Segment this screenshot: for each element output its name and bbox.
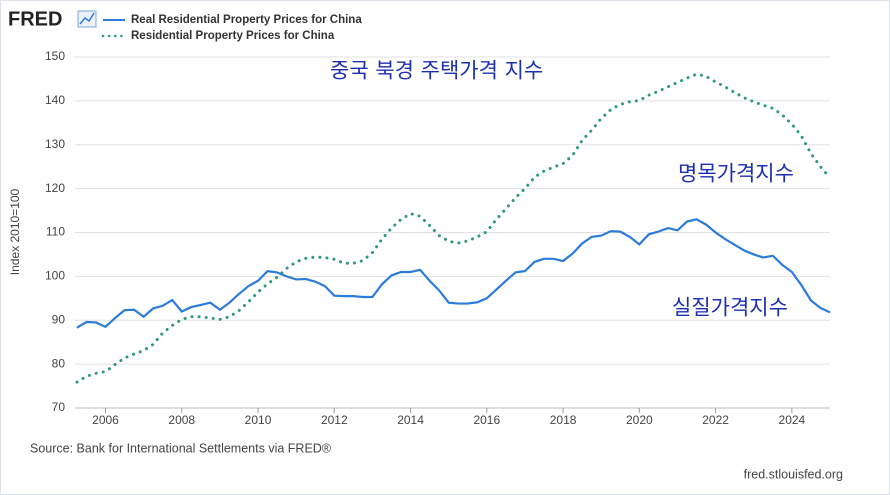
logo: FRED xyxy=(8,8,62,30)
x-tick-label: 2022 xyxy=(702,413,729,427)
legend-label: Residential Property Prices for China xyxy=(131,30,335,42)
x-tick-label: 2008 xyxy=(168,413,195,427)
legend-label: Real Residential Property Prices for Chi… xyxy=(131,14,362,26)
y-tick-label: 70 xyxy=(52,400,66,414)
x-tick-label: 2020 xyxy=(626,413,653,427)
credit: fred.stlouisfed.org xyxy=(744,467,843,481)
annotation: 실질가격지수 xyxy=(672,296,788,320)
y-tick-label: 120 xyxy=(45,181,65,195)
source: Source: Bank for International Settlemen… xyxy=(30,441,332,455)
y-tick-label: 150 xyxy=(45,49,65,63)
y-tick-label: 80 xyxy=(52,356,66,370)
y-tick-label: 100 xyxy=(45,269,65,283)
y-axis-label: Index 2010=100 xyxy=(8,188,22,275)
y-tick-label: 130 xyxy=(45,137,65,151)
x-tick-label: 2010 xyxy=(245,413,272,427)
annotation: 중국 북경 주택가격 지수 xyxy=(330,59,543,83)
series-line xyxy=(76,218,831,329)
annotation: 명목가격지수 xyxy=(678,162,794,186)
x-tick-label: 2012 xyxy=(321,413,348,427)
y-tick-label: 90 xyxy=(52,312,66,326)
x-tick-label: 2016 xyxy=(473,413,500,427)
x-tick-label: 2024 xyxy=(779,413,806,427)
y-tick-label: 110 xyxy=(46,225,65,239)
x-tick-label: 2006 xyxy=(92,413,119,427)
logo-icon xyxy=(77,10,97,28)
y-tick-label: 140 xyxy=(45,93,65,107)
x-tick-label: 2014 xyxy=(397,413,424,427)
x-tick-label: 2018 xyxy=(550,413,577,427)
